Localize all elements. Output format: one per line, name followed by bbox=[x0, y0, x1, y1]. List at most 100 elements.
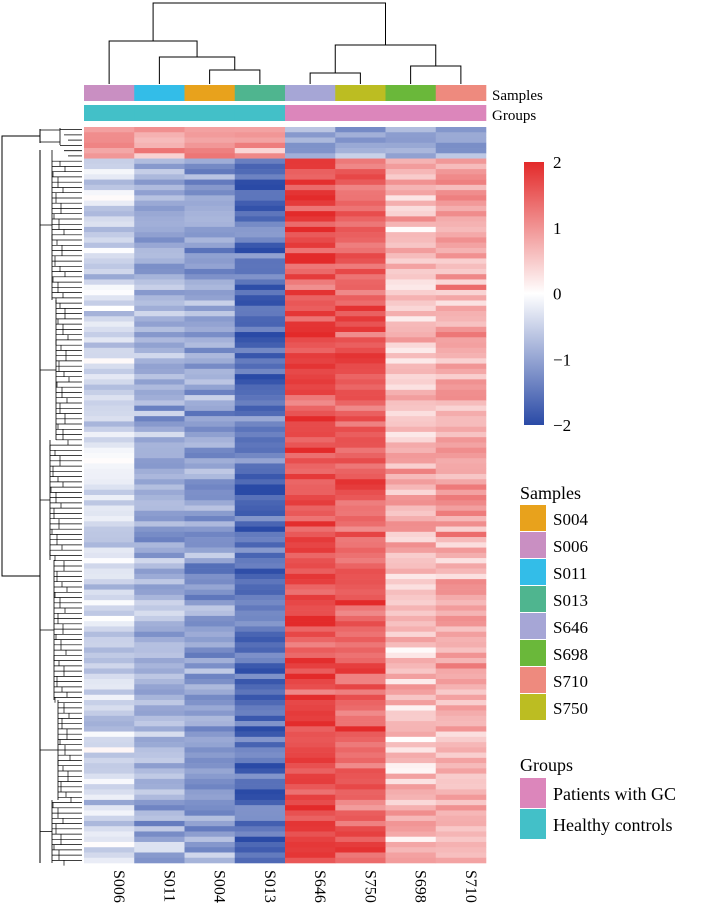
heatmap-cell bbox=[234, 405, 286, 412]
heatmap-cell bbox=[184, 148, 236, 154]
heatmap-cell bbox=[435, 663, 487, 669]
heatmap-cell bbox=[385, 763, 437, 769]
heatmap-cell bbox=[84, 363, 135, 370]
heatmap-cell bbox=[234, 437, 286, 443]
heatmap-cell bbox=[184, 799, 236, 806]
heatmap-cell bbox=[335, 547, 386, 554]
dendrogram-link bbox=[49, 549, 82, 556]
heatmap-cell bbox=[285, 778, 336, 785]
heatmap-cell bbox=[134, 836, 185, 843]
heatmap-cell bbox=[234, 600, 286, 606]
heatmap-cell bbox=[134, 489, 185, 496]
heatmap-cell bbox=[184, 447, 236, 454]
heatmap-cell bbox=[134, 416, 185, 422]
dendrogram-link bbox=[50, 544, 82, 551]
heatmap-cell bbox=[134, 311, 185, 317]
dendrogram-link bbox=[56, 355, 82, 361]
heatmap-cell bbox=[335, 794, 386, 801]
heatmap-cell bbox=[234, 594, 286, 601]
heatmap-cell bbox=[335, 232, 386, 238]
heatmap-cell bbox=[134, 216, 185, 222]
heatmap-cell bbox=[84, 820, 135, 827]
dendrogram-link bbox=[309, 72, 361, 84]
color-scale-legend: 2 1 0 −1 −2 bbox=[524, 153, 571, 435]
heatmap-cell bbox=[285, 268, 336, 275]
heatmap-cell bbox=[385, 326, 437, 333]
heatmap-cell bbox=[335, 358, 386, 364]
dendrogram-link bbox=[52, 176, 82, 183]
heatmap-cell bbox=[84, 232, 135, 238]
heatmap-cell bbox=[435, 721, 487, 727]
heatmap-cell bbox=[435, 416, 487, 422]
heatmap-cell bbox=[184, 321, 236, 328]
heatmap-cell bbox=[385, 389, 437, 396]
heatmap-cell bbox=[385, 805, 437, 811]
heatmap-cell bbox=[435, 584, 487, 590]
heatmap-cell bbox=[84, 689, 135, 696]
heatmap-cell bbox=[385, 826, 437, 832]
heatmap-cell bbox=[285, 437, 336, 443]
heatmap-cell bbox=[84, 605, 135, 611]
dendrogram-link bbox=[52, 823, 82, 829]
heatmap-cell bbox=[435, 600, 487, 606]
heatmap-cell bbox=[335, 300, 386, 307]
heatmap-cell bbox=[435, 705, 487, 711]
dendrogram-link bbox=[52, 854, 82, 861]
heatmap-cell bbox=[285, 195, 336, 201]
heatmap-cell bbox=[84, 657, 135, 664]
dendrogram-link bbox=[54, 586, 82, 593]
dendrogram-link bbox=[56, 371, 82, 377]
heatmap-cell bbox=[184, 127, 236, 133]
heatmap-cell bbox=[84, 763, 135, 769]
heatmap-cell bbox=[385, 242, 437, 249]
heatmap-cell bbox=[134, 332, 185, 338]
heatmap-cell bbox=[285, 184, 336, 191]
heatmap-cell bbox=[285, 279, 336, 286]
heatmap-cell bbox=[285, 389, 336, 396]
heatmap-cell bbox=[435, 579, 487, 585]
sample-annotation-cell bbox=[385, 85, 437, 101]
heatmap-cell bbox=[335, 190, 386, 196]
heatmap-cell bbox=[435, 647, 487, 654]
heatmap-cell bbox=[84, 521, 135, 527]
groups-legend: Groups Patients with GC Healthy controls bbox=[520, 755, 676, 839]
heatmap-cell bbox=[335, 216, 386, 222]
heatmap-cell bbox=[84, 663, 135, 669]
heatmap-cell bbox=[234, 274, 286, 280]
heatmap-cell bbox=[184, 521, 236, 527]
heatmap-cell bbox=[84, 615, 135, 622]
heatmap-cell bbox=[234, 447, 286, 454]
dendrogram-link bbox=[50, 449, 82, 456]
dendrogram-link bbox=[56, 423, 82, 430]
heatmap-cell bbox=[435, 237, 487, 243]
heatmap-cell bbox=[134, 274, 185, 280]
dendrogram-link bbox=[52, 218, 82, 225]
heatmap-cell bbox=[84, 132, 135, 138]
heatmap-cell bbox=[184, 184, 236, 191]
heatmap-cell bbox=[335, 495, 386, 501]
heatmap-cell bbox=[234, 374, 286, 380]
heatmap-cell bbox=[335, 242, 386, 249]
heatmap-cell bbox=[234, 542, 286, 548]
legend-swatch bbox=[520, 694, 546, 720]
heatmap-cell bbox=[184, 715, 236, 722]
heatmap-cell bbox=[234, 773, 286, 780]
heatmap-cell bbox=[285, 337, 336, 343]
heatmap-cell bbox=[285, 305, 336, 312]
dendrogram-link bbox=[56, 386, 82, 393]
heatmap-cell bbox=[385, 847, 437, 853]
heatmap-cell bbox=[84, 784, 135, 790]
heatmap-cell bbox=[184, 663, 236, 669]
heatmap-cell bbox=[435, 552, 487, 559]
heatmap-cell bbox=[335, 668, 386, 675]
heatmap-cell bbox=[84, 579, 135, 585]
heatmap-cell bbox=[134, 226, 185, 233]
heatmap-cell bbox=[234, 810, 286, 816]
dendrogram-link bbox=[52, 250, 82, 256]
heatmap-cell bbox=[285, 668, 336, 675]
dendrogram-link bbox=[52, 260, 82, 267]
heatmap-cell bbox=[385, 626, 437, 632]
heatmap-cell bbox=[234, 389, 286, 396]
group-annotation-cell bbox=[84, 105, 135, 121]
heatmap-cell bbox=[234, 626, 286, 632]
